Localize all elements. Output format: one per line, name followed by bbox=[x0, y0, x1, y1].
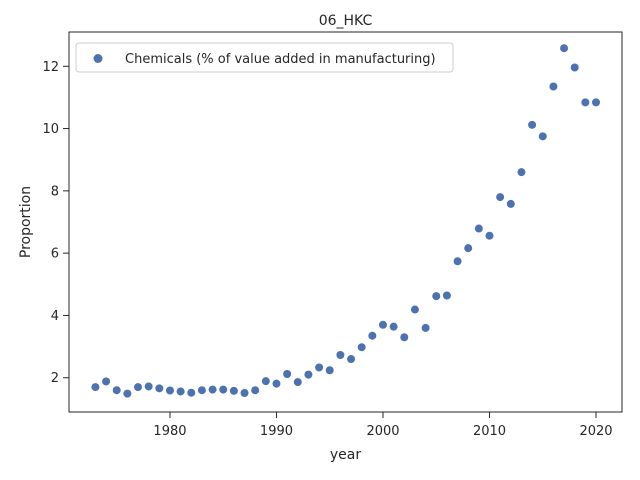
legend-marker bbox=[93, 54, 103, 63]
data-point bbox=[229, 386, 238, 395]
data-point bbox=[538, 132, 547, 141]
data-point bbox=[272, 379, 281, 388]
data-point bbox=[432, 292, 441, 301]
legend-entry: Chemicals (% of value added in manufactu… bbox=[125, 52, 436, 67]
data-point bbox=[581, 98, 590, 107]
data-point bbox=[560, 44, 569, 53]
data-point bbox=[208, 385, 217, 394]
data-point bbox=[187, 388, 196, 397]
data-point bbox=[357, 343, 366, 352]
data-point bbox=[325, 366, 334, 375]
data-point bbox=[400, 333, 409, 342]
plot-background bbox=[69, 32, 622, 412]
data-point bbox=[102, 377, 111, 386]
data-point bbox=[240, 389, 249, 397]
data-point bbox=[453, 257, 462, 266]
data-point bbox=[485, 231, 494, 240]
data-point bbox=[389, 322, 398, 331]
x-tick-label: 2010 bbox=[473, 424, 506, 439]
y-axis-ticks: 2 4 6 8 10 12 bbox=[42, 60, 69, 386]
data-point bbox=[496, 193, 505, 202]
data-point bbox=[442, 291, 451, 300]
data-point bbox=[410, 305, 419, 314]
data-point bbox=[570, 63, 579, 72]
data-point bbox=[464, 244, 473, 253]
y-tick-label: 10 bbox=[42, 122, 59, 137]
y-tick-label: 8 bbox=[51, 184, 59, 199]
data-point bbox=[421, 323, 430, 332]
data-point bbox=[528, 120, 537, 129]
data-point bbox=[506, 199, 515, 208]
y-tick-label: 6 bbox=[51, 247, 59, 262]
data-point bbox=[197, 386, 206, 395]
data-point bbox=[315, 363, 324, 372]
x-axis-label: year bbox=[330, 447, 361, 463]
data-point bbox=[155, 384, 164, 393]
data-point bbox=[474, 224, 483, 233]
data-points bbox=[91, 44, 601, 398]
data-point bbox=[592, 98, 601, 107]
data-point bbox=[549, 82, 558, 91]
y-axis-label: Proportion bbox=[18, 186, 34, 258]
legend-box bbox=[75, 42, 454, 73]
data-point bbox=[165, 386, 174, 395]
data-point bbox=[219, 385, 228, 394]
data-point bbox=[293, 378, 302, 387]
data-point bbox=[378, 320, 387, 329]
legend: Chemicals (% of value added in manufactu… bbox=[75, 42, 454, 73]
data-point bbox=[112, 386, 121, 395]
x-tick-label: 2020 bbox=[579, 424, 612, 439]
data-point bbox=[134, 383, 143, 392]
data-point bbox=[251, 386, 260, 395]
data-point bbox=[336, 351, 345, 359]
x-tick-label: 1980 bbox=[153, 424, 186, 439]
data-point bbox=[123, 389, 132, 398]
data-point bbox=[283, 370, 292, 378]
data-point bbox=[91, 383, 100, 392]
data-point bbox=[368, 331, 377, 340]
data-point bbox=[144, 382, 153, 391]
y-tick-label: 2 bbox=[51, 371, 59, 386]
plot-frame bbox=[68, 31, 623, 413]
data-point bbox=[347, 355, 356, 364]
y-tick-label: 12 bbox=[42, 60, 59, 75]
y-tick-label: 4 bbox=[51, 309, 59, 324]
data-point bbox=[176, 387, 185, 396]
x-tick-label: 1990 bbox=[260, 424, 293, 439]
data-point bbox=[304, 370, 313, 379]
x-tick-label: 2000 bbox=[366, 424, 399, 439]
chart-title: 06_HKC bbox=[319, 13, 373, 29]
x-axis-ticks: 1980 1990 2000 2010 2020 bbox=[153, 412, 613, 439]
data-point bbox=[261, 377, 270, 386]
data-point bbox=[517, 168, 526, 177]
